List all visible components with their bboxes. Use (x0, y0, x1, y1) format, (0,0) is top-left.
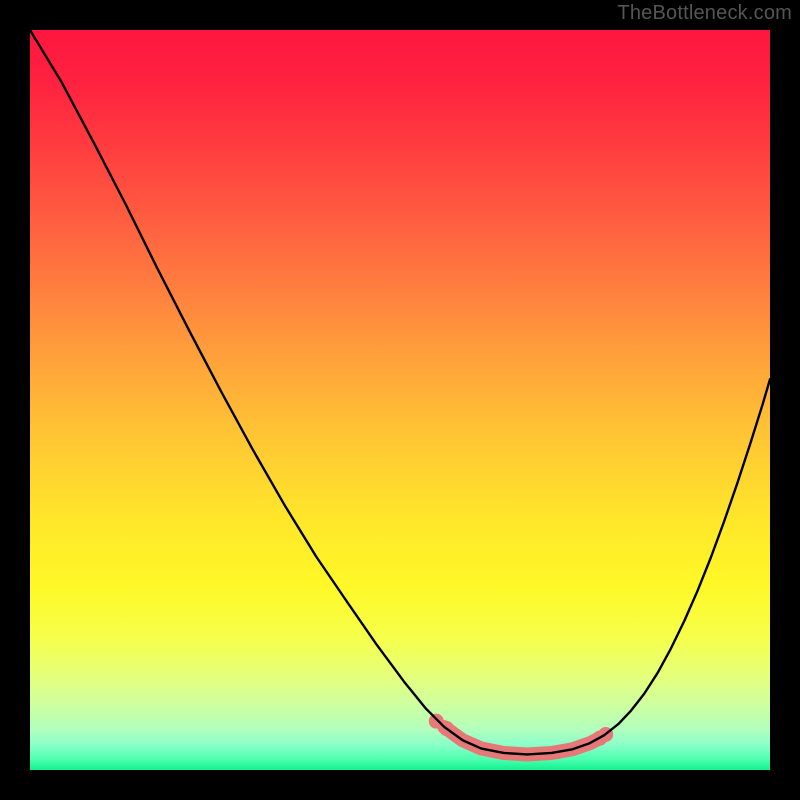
plot-background (30, 30, 770, 770)
bottleneck-curve-chart (30, 30, 770, 770)
chart-frame: TheBottleneck.com (0, 0, 800, 800)
watermark-text: TheBottleneck.com (617, 2, 792, 25)
